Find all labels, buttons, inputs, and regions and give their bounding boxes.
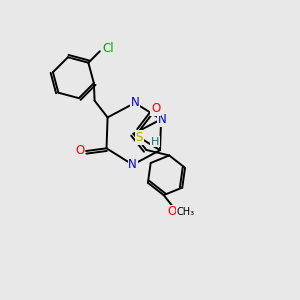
Text: Cl: Cl [102,42,114,56]
Text: N: N [130,96,139,110]
Text: N: N [128,158,137,171]
Text: CH₃: CH₃ [177,207,195,217]
Text: H: H [151,137,159,147]
Text: N: N [158,113,167,126]
Text: O: O [151,102,160,115]
Text: S: S [135,131,143,144]
Text: O: O [167,206,177,218]
Text: O: O [75,145,84,158]
